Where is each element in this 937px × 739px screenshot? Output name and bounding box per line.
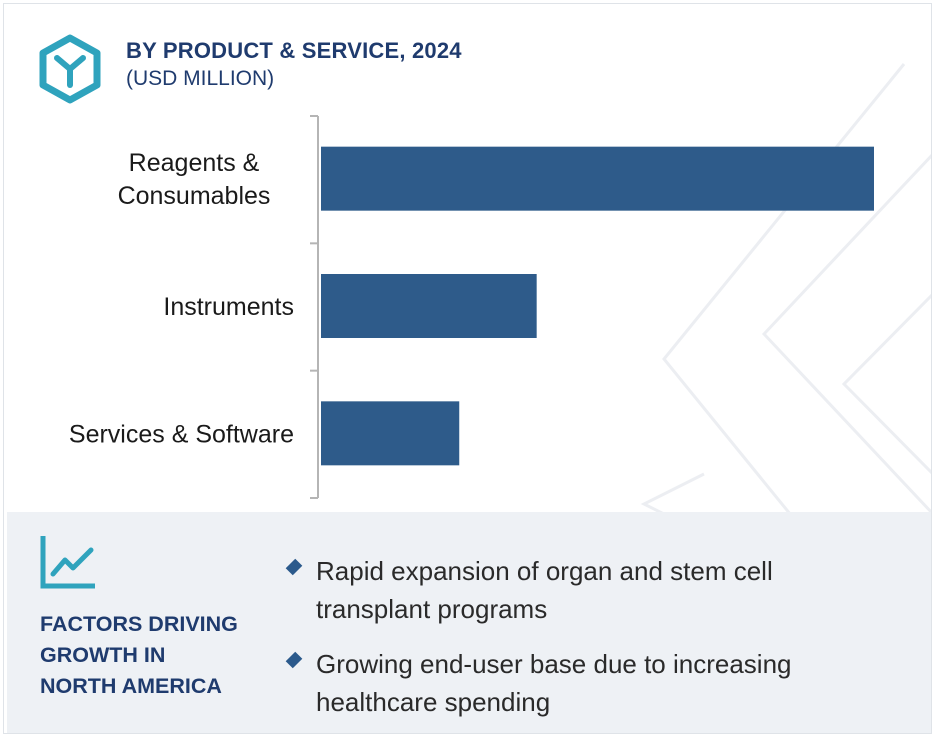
factors-title: FACTORS DRIVING GROWTH IN NORTH AMERICA [40, 609, 270, 702]
bar-chart: Reagents & Consumables Instruments Services… [69, 115, 874, 499]
category-tick-label: Reagents & [129, 149, 260, 177]
factor-text: Rapid expansion of organ and stem cell t… [316, 556, 773, 624]
chart-title: BY PRODUCT & SERVICE, 2024 [126, 38, 462, 63]
category-tick-label: Services & Software [69, 420, 294, 448]
factor-item: Growing end-user base due to increasing … [283, 645, 883, 721]
bar [321, 146, 874, 211]
diamond-bullet-icon [285, 558, 303, 576]
category-tick-label: Consumables [118, 182, 271, 210]
hexagon-y-logo-icon [39, 34, 101, 104]
bar [321, 274, 537, 338]
factors-title-line: GROWTH IN [40, 643, 166, 667]
category-tick-label: Instruments [163, 293, 294, 321]
chart-subtitle: (USD MILLION) [126, 67, 275, 90]
bar [321, 401, 460, 466]
factors-list: Rapid expansion of organ and stem cell t… [283, 552, 883, 733]
growth-factors-panel: FACTORS DRIVING GROWTH IN NORTH AMERICA … [7, 512, 931, 733]
infographic-card: BY PRODUCT & SERVICE, 2024 (USD MILLION)… [3, 3, 932, 734]
factor-item: Rapid expansion of organ and stem cell t… [283, 552, 883, 628]
factor-text: Growing end-user base due to increasing … [316, 649, 792, 717]
factors-title-line: NORTH AMERICA [40, 674, 222, 698]
trend-chart-icon [40, 536, 95, 589]
factors-title-line: FACTORS DRIVING [40, 612, 238, 636]
diamond-bullet-icon [285, 651, 303, 669]
